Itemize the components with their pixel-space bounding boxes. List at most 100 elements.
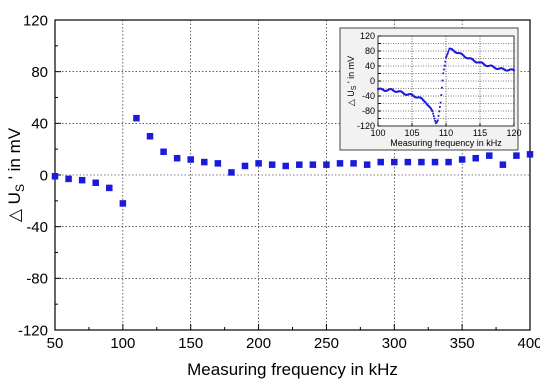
inset-data-point: [439, 101, 442, 104]
main-data-point: [51, 173, 59, 180]
main-data-point: [146, 133, 154, 140]
inset-data-point: [441, 86, 443, 89]
inset-data-point: [442, 72, 445, 75]
main-x-tick-label: 250: [314, 335, 339, 352]
main-data-point: [499, 161, 507, 168]
main-data-point: [336, 160, 344, 167]
inset-data-point: [443, 64, 446, 67]
main-data-point: [431, 158, 439, 166]
main-x-tick-label: 400: [517, 335, 540, 352]
main-data-point: [323, 161, 330, 168]
main-data-point: [214, 160, 222, 167]
inset-data-point: [434, 120, 437, 122]
inset-data-points: [377, 47, 515, 125]
main-data-point: [119, 200, 127, 207]
inset-axes: 100 105 110 115 120 -120 -80 -40 0 40 80 120: [357, 31, 522, 138]
inset-data-point: [433, 117, 436, 120]
main-x-tick-label: 150: [178, 335, 203, 352]
inset-y-axis-label: △ US ' in mV: [346, 56, 358, 106]
inset-x-axis-label: Measuring frequency in kHz: [390, 138, 502, 148]
inset-data-point: [430, 108, 433, 111]
main-data-point: [106, 184, 113, 192]
main-y-tick-label: -40: [26, 219, 48, 236]
main-data-point: [526, 151, 534, 158]
inset-x-tick-label: 115: [473, 128, 487, 138]
inset-data-point: [443, 68, 445, 71]
main-x-tick-label: 50: [47, 335, 64, 352]
main-data-point: [255, 160, 262, 167]
inset-y-tick-label: -120: [357, 121, 375, 131]
main-data-point: [418, 158, 425, 166]
main-x-tick-label: 200: [246, 335, 271, 352]
inset-data-point: [430, 107, 432, 110]
main-x-tick-label: 300: [382, 335, 407, 352]
main-data-point: [350, 160, 357, 167]
inset-data-point: [438, 106, 441, 108]
inset-x-tick-label: 100: [370, 128, 385, 138]
main-data-point: [201, 158, 208, 166]
inset-data-point: [429, 106, 432, 109]
main-x-tick-label: 100: [110, 335, 135, 352]
inset-data-point: [447, 49, 450, 52]
inset-y-label-sub: S: [351, 85, 358, 90]
main-y-label-delta: △ U: [5, 192, 24, 222]
inset-data-point: [432, 115, 435, 118]
main-data-points: [51, 114, 534, 207]
main-data-point: [173, 154, 181, 162]
inset-x-tick-label: 105: [404, 128, 419, 138]
main-y-tick-label: 80: [31, 64, 48, 81]
inset-y-tick-label: 80: [365, 46, 375, 56]
inset-data-point: [440, 94, 443, 96]
inset-y-tick-label: 0: [370, 76, 375, 86]
main-x-tick-label: 350: [450, 335, 475, 352]
inset-data-point: [445, 56, 447, 59]
inset-grid: [378, 36, 514, 126]
main-data-point: [160, 148, 167, 155]
inset-y-label-rest: ' in mV: [346, 56, 356, 86]
main-data-point: [282, 162, 289, 170]
inset-data-point: [445, 55, 448, 57]
main-y-tick-label: 120: [23, 12, 48, 29]
main-y-label-sub: S: [13, 184, 27, 192]
main-x-axis-label: Measuring frequency in kHz: [187, 360, 398, 379]
inset-data-point: [513, 69, 515, 72]
main-data-point: [296, 161, 303, 168]
inset-y-tick-label: 120: [360, 31, 375, 41]
main-data-point: [228, 169, 235, 176]
main-data-point: [404, 158, 412, 166]
inset-data-point: [431, 110, 434, 113]
inset-x-tick-label: 120: [506, 128, 521, 138]
inset-data-point: [437, 114, 440, 117]
main-data-point: [309, 161, 317, 168]
main-data-point: [187, 156, 194, 163]
main-data-point: [241, 162, 249, 170]
main-data-point: [78, 176, 86, 184]
inset-axes-border: [377, 35, 515, 127]
main-data-point: [65, 175, 72, 183]
inset-y-tick-label: 40: [365, 61, 375, 71]
inset-data-point: [435, 121, 438, 124]
main-data-point: [458, 156, 466, 163]
main-y-tick-label: -120: [18, 322, 48, 339]
inset-data-point: [444, 60, 447, 63]
inset-data-point: [432, 112, 434, 115]
main-data-point: [268, 161, 276, 168]
inset-x-tick-label: 110: [439, 128, 453, 138]
inset-data-point: [436, 119, 439, 122]
main-data-point: [391, 158, 398, 166]
inset-data-point: [424, 101, 427, 104]
main-data-point: [513, 152, 520, 159]
main-y-tick-label: 0: [40, 167, 48, 184]
inset-y-tick-label: -40: [362, 91, 375, 101]
main-data-point: [486, 152, 493, 159]
inset-plot: 100 105 110 115 120 -120 -80 -40 0 40 80 120 Measur…: [339, 27, 522, 151]
inset-data-point: [436, 120, 439, 123]
main-y-axis-label: △ US ' in mV: [5, 127, 27, 222]
main-data-point: [92, 179, 99, 186]
inset-y-tick-label: -80: [362, 106, 375, 116]
main-data-point: [377, 158, 384, 166]
inset-data-point: [441, 79, 444, 82]
main-y-tick-label: 40: [31, 116, 48, 133]
main-data-point: [472, 154, 479, 162]
